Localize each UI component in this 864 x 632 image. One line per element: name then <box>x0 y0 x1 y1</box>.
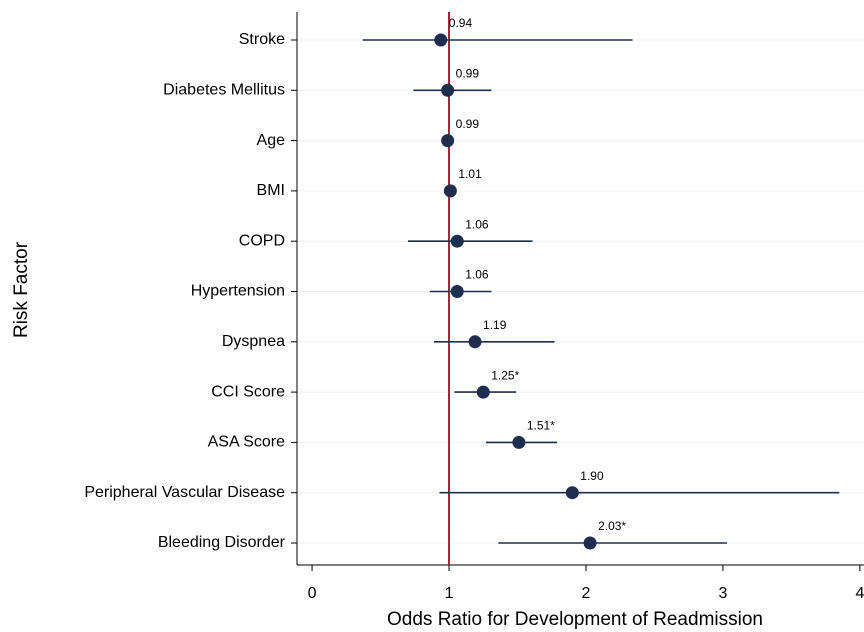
point-estimate <box>434 33 448 47</box>
value-label: 0.99 <box>456 66 480 80</box>
x-tick-label: 4 <box>855 585 864 602</box>
point-estimate <box>443 184 457 198</box>
point-estimate <box>476 385 490 399</box>
value-label: 1.90 <box>580 469 604 483</box>
value-label: 1.06 <box>465 217 489 231</box>
x-tick-label: 2 <box>582 585 591 602</box>
y-tick-label: Peripheral Vascular Disease <box>84 484 285 501</box>
y-tick-label: ASA Score <box>208 434 285 451</box>
y-tick-label: Bleeding Disorder <box>158 534 286 551</box>
value-label: 1.51* <box>527 419 555 433</box>
y-tick-label: COPD <box>239 232 285 249</box>
value-label: 0.99 <box>456 117 480 131</box>
y-tick-label: Hypertension <box>191 283 285 300</box>
point-estimate <box>468 335 482 349</box>
point-estimate <box>565 486 579 500</box>
value-label: 2.03* <box>598 519 626 533</box>
x-axis-title: Odds Ratio for Development of Readmissio… <box>387 609 763 630</box>
point-estimate <box>441 134 455 148</box>
point-estimate <box>583 536 597 550</box>
point-estimate <box>450 234 464 248</box>
y-tick-label: Age <box>257 132 286 149</box>
y-axis-title: Risk Factor <box>11 241 32 338</box>
value-label: 1.01 <box>458 167 482 181</box>
point-estimate <box>450 285 464 298</box>
value-label: 1.25* <box>491 368 519 382</box>
y-tick-label: Stroke <box>239 31 285 48</box>
x-tick-label: 0 <box>308 585 317 602</box>
value-label: 1.19 <box>483 318 507 332</box>
y-tick-label: Dyspnea <box>222 333 285 350</box>
y-tick-label: Diabetes Mellitus <box>163 82 285 99</box>
point-estimate <box>512 435 526 449</box>
point-estimate <box>441 83 455 97</box>
x-tick-label: 1 <box>445 585 454 602</box>
value-label: 0.94 <box>449 16 473 30</box>
x-tick-label: 3 <box>718 585 727 602</box>
value-label: 1.06 <box>465 268 489 282</box>
y-tick-label: BMI <box>257 182 285 199</box>
y-tick-label: CCI Score <box>211 383 285 400</box>
